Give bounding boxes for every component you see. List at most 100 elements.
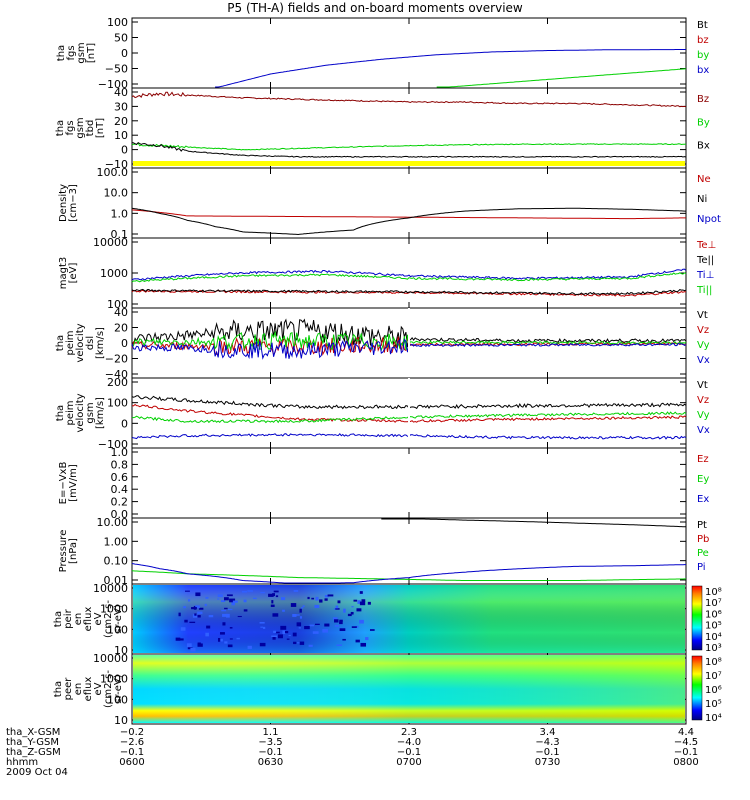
spectrogram-pixel xyxy=(205,632,209,637)
ytick-label: 1.0 xyxy=(111,446,129,459)
ephemeris-label: tha_Z-GSM xyxy=(6,747,61,758)
spectrogram-pixel xyxy=(186,643,192,648)
ytick-label: 0.2 xyxy=(111,496,129,509)
ytick-label: 100 xyxy=(107,623,128,636)
spectrogram-pixel xyxy=(336,644,342,646)
colorbar-label: 10⁶ xyxy=(705,609,722,620)
spectrogram-pixel xyxy=(324,598,328,601)
spectrogram-pixel xyxy=(278,634,283,639)
spectrogram-pixel xyxy=(229,627,233,629)
ylabel-10: tha peer en eflux eV (cm2-s-sr-eV) xyxy=(53,670,124,708)
ylabel-line: velocity xyxy=(75,393,86,432)
spectrogram-pixel xyxy=(229,598,236,603)
spectrogram-pixel xyxy=(197,642,201,645)
spectrogram-pixel xyxy=(221,609,227,612)
ytick-label: 0.01 xyxy=(104,574,129,587)
ephemeris-label: tha_Y-GSM xyxy=(6,737,59,748)
ylabel-line: E=−VxB xyxy=(58,462,69,505)
spectrogram-pixel xyxy=(288,634,291,636)
ytick-label: 10000 xyxy=(93,582,128,595)
spectrogram-pixel xyxy=(243,609,248,612)
series-bz xyxy=(131,91,687,108)
legend-vy: Vy xyxy=(697,340,710,351)
legend-ti: Ti⊥ xyxy=(696,270,714,281)
ephemeris-value: 0600 xyxy=(119,757,144,768)
spectrogram-pixel xyxy=(353,599,358,602)
ytick-label: 0.10 xyxy=(104,555,129,568)
colorbar-10 xyxy=(691,655,703,721)
panel-frame-2 xyxy=(131,87,687,169)
ytick-label: 0 xyxy=(121,417,128,430)
ylabel-8: Pressure [nPa] xyxy=(58,530,79,573)
legend-by: By xyxy=(697,117,710,128)
ytick-label: 20 xyxy=(114,115,128,128)
legend-vz: Vz xyxy=(697,395,709,406)
ylabel-line: [nPa] xyxy=(68,538,79,564)
ylabel-line: eflux xyxy=(83,677,94,702)
spectrogram-pixel xyxy=(339,621,343,625)
ylabel-line: [eV] xyxy=(68,263,79,284)
spectrogram-pixel xyxy=(355,639,360,643)
spectrogram-pixel xyxy=(335,605,339,609)
spectrogram-overlay xyxy=(133,585,685,653)
spectrogram-pixel xyxy=(273,590,279,593)
spectrogram-pixel xyxy=(302,605,305,607)
ylabel-2: tha fgs gsm tbd [nT] xyxy=(55,117,106,138)
ytick-label: 1000 xyxy=(100,267,128,280)
spectrogram-pixel xyxy=(190,647,196,652)
ytick-label: 0 xyxy=(121,144,128,157)
spectrogram-pixel xyxy=(347,613,352,617)
ytick-label: 20 xyxy=(114,322,128,335)
spectrogram-pixel xyxy=(271,635,278,638)
colorbar-label: 10⁴ xyxy=(705,632,722,643)
spectrogram-pixel xyxy=(360,642,367,647)
ylabel-line: peim xyxy=(65,330,76,355)
spectrogram-pixel xyxy=(280,597,286,601)
spectrogram-pixel xyxy=(285,631,289,634)
spectrogram-pixel xyxy=(219,638,223,642)
spectrogram-pixel xyxy=(226,613,230,618)
spectrogram-pixel xyxy=(322,629,328,633)
colorbar-label: 10⁷ xyxy=(705,671,722,682)
spectrogram-pixel xyxy=(217,594,223,598)
spectrogram-pixel xyxy=(296,614,300,616)
spectrogram-pixel xyxy=(292,632,297,637)
spectrogram-pixel xyxy=(224,641,228,644)
ytick-label: 40 xyxy=(114,86,128,99)
spectrogram-pixel xyxy=(184,619,188,623)
spectrogram-pixel xyxy=(204,603,207,607)
ephemeris-value: 0630 xyxy=(258,757,283,768)
legend-ex: Ex xyxy=(697,494,709,505)
spectrogram-pixel xyxy=(191,607,197,610)
ytick-label: 100 xyxy=(107,693,128,706)
spectrogram-pixel xyxy=(339,628,346,631)
ytick-label: 10 xyxy=(114,129,128,142)
spectrogram-pixel xyxy=(299,641,305,645)
spectrogram-pixel xyxy=(275,595,279,598)
spectrogram-pixel xyxy=(227,644,233,648)
spectrogram-pixel xyxy=(187,647,193,650)
spectrogram-pixel xyxy=(178,638,184,641)
legend-by: by xyxy=(697,50,709,61)
series-ti xyxy=(131,268,687,281)
spectrogram-pixel xyxy=(334,619,339,623)
panel-frame-3 xyxy=(131,167,687,239)
ytick-label: 1000 xyxy=(100,673,128,686)
ylabel-line: [mV/m] xyxy=(68,464,79,502)
series-pt xyxy=(381,518,686,528)
ylabel-line: en xyxy=(73,683,84,696)
spectrogram-pixel xyxy=(296,642,300,644)
legend-ti: Ti|| xyxy=(696,285,712,296)
spectrogram-pixel xyxy=(298,627,301,629)
series-bx xyxy=(131,141,687,158)
ephemeris-value: 0730 xyxy=(535,757,560,768)
panel-frame-1 xyxy=(131,17,687,89)
legend-ez: Ez xyxy=(697,454,709,465)
colorbar-label: 10⁴ xyxy=(705,713,722,724)
spectrogram-pixel xyxy=(300,607,304,609)
spectrogram-pixel xyxy=(304,625,310,630)
ytick-label: 10000 xyxy=(93,236,128,249)
ytick-label: 0 xyxy=(121,337,128,350)
spectrogram-pixel xyxy=(293,641,297,645)
colorbar-9 xyxy=(691,585,703,651)
